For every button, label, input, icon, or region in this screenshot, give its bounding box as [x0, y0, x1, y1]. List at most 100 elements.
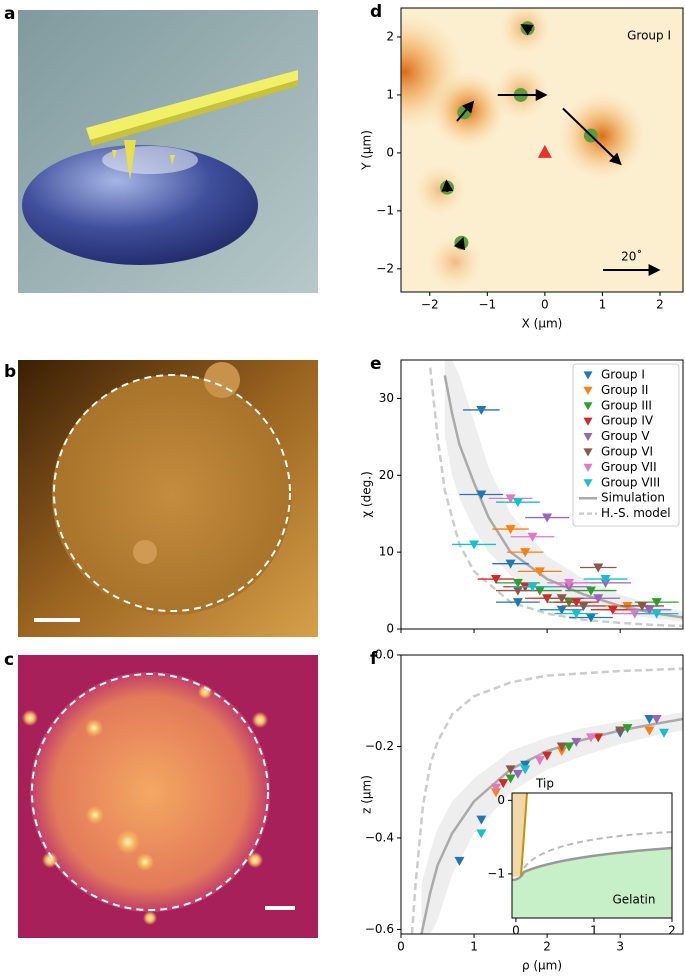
y-tick-label: −1 [487, 866, 505, 880]
scale-label: 20˚ [621, 249, 642, 264]
x-tick-label: 1 [590, 924, 598, 938]
panel-label: f [370, 649, 378, 669]
data-point [505, 494, 516, 504]
legend-label: Group I [601, 368, 645, 382]
y-tick-label: −1 [376, 203, 394, 217]
legend-box [572, 363, 680, 527]
data-point [556, 747, 567, 757]
y-tick-label: −2 [376, 261, 394, 275]
rotation-arrow [441, 179, 454, 193]
uncertainty-band [421, 712, 683, 934]
y-tick-label: 0 [386, 622, 394, 636]
x-axis-label: ρ (µm) [522, 959, 562, 973]
data-point [615, 726, 626, 736]
data-point [593, 563, 604, 573]
legend-label: Group VIII [601, 475, 660, 489]
data-point [571, 737, 582, 747]
rotation-arrow [562, 107, 622, 166]
y-tick-label: −0.4 [365, 830, 394, 844]
data-point [593, 733, 604, 743]
data-point [512, 598, 523, 608]
y-tick-label: −0.6 [365, 922, 394, 936]
rotation-arrow [456, 100, 475, 122]
data-point [571, 609, 582, 619]
y-tick-label: 0 [386, 145, 394, 159]
inset-annotation: Tip [535, 777, 554, 791]
legend-marker [583, 433, 593, 442]
x-tick-label: 0 [541, 298, 549, 312]
data-point [556, 605, 567, 615]
data-point [505, 774, 516, 784]
legend-marker [583, 463, 593, 472]
data-point [542, 513, 553, 523]
data-point [571, 598, 582, 608]
data-point [651, 609, 662, 619]
data-point [644, 715, 655, 725]
data-point [520, 765, 531, 775]
data-point [564, 742, 575, 752]
x-axis-label: X (µm) [522, 317, 563, 331]
data-point [593, 594, 604, 604]
legend-marker [583, 371, 593, 380]
y-tick-label: 0 [497, 793, 505, 807]
data-point [469, 540, 480, 550]
plot-area [410, 667, 683, 934]
data-point [512, 578, 523, 588]
data-point [556, 742, 567, 752]
model-line [410, 667, 683, 934]
data-point [578, 601, 589, 611]
legend-label: H.-S. model [601, 506, 671, 520]
data-point [490, 788, 501, 798]
y-tick-label: 30 [379, 391, 394, 405]
data-point [498, 779, 509, 789]
data-point [490, 575, 501, 585]
legend-label: Group V [601, 429, 650, 443]
data-point [556, 594, 567, 604]
x-tick-label: 1 [599, 298, 607, 312]
data-point [622, 724, 633, 734]
data-point [520, 548, 531, 558]
x-tick-label: −1 [478, 298, 496, 312]
data-point [520, 760, 531, 770]
x-tick-label: 0 [512, 924, 520, 938]
plot-frame [511, 792, 673, 919]
data-point [534, 567, 545, 577]
data-point [505, 765, 516, 775]
data-point [512, 586, 523, 596]
data-point [659, 728, 670, 738]
data-point [476, 815, 487, 825]
panel-label: d [370, 2, 382, 22]
data-point [644, 726, 655, 736]
x-tick-label: 3 [616, 940, 624, 954]
legend-label: Group VII [601, 460, 657, 474]
legend-label: Simulation [601, 491, 665, 505]
plot-frame [400, 654, 684, 935]
data-point [651, 715, 662, 725]
data-point [651, 598, 662, 608]
panel-label: c [4, 650, 14, 670]
density-map [401, 8, 683, 292]
data-point [512, 498, 523, 508]
panel-label: e [370, 354, 382, 374]
data-point [505, 525, 516, 535]
x-tick-label: 2 [656, 298, 664, 312]
data-point [490, 783, 501, 793]
x-tick-label: 1 [470, 940, 478, 954]
data-point [476, 490, 487, 500]
x-tick-label: 0 [397, 940, 405, 954]
legend-marker [583, 479, 593, 488]
data-point [607, 605, 618, 615]
legend-marker [583, 417, 593, 426]
data-point [454, 856, 465, 866]
data-point [585, 733, 596, 743]
y-axis-label: z (µm) [360, 775, 374, 814]
x-tick-label: 2 [668, 924, 676, 938]
panel-a-image [18, 10, 318, 293]
data-point [476, 405, 487, 415]
rotation-arrow [453, 236, 466, 251]
plot-area [440, 21, 622, 251]
inset-annotation: Gelatin [612, 893, 655, 907]
uncertainty-band [444, 360, 683, 622]
data-point [476, 829, 487, 839]
legend-label: Group IV [601, 414, 654, 428]
